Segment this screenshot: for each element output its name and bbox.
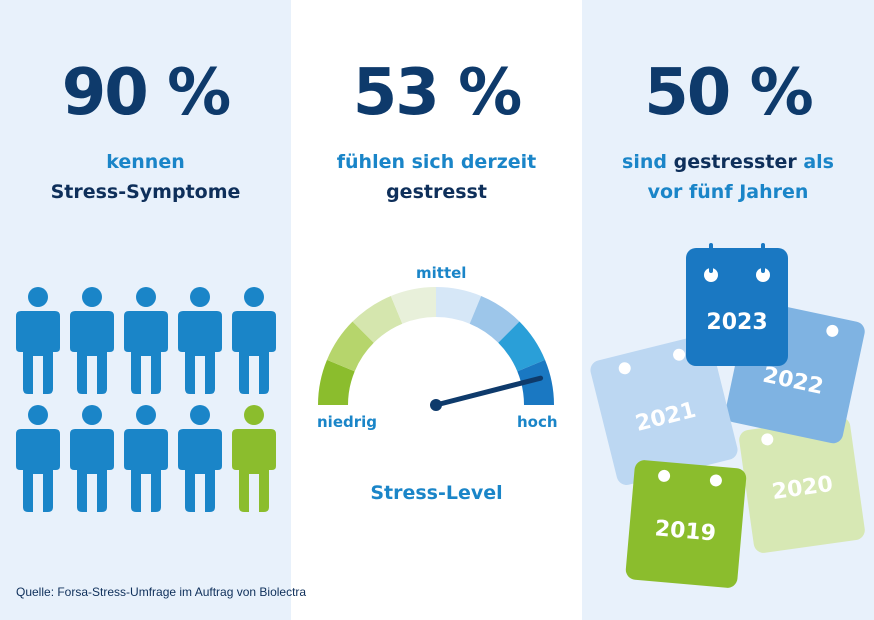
- trend-caption-line2: vor fünf Jahren: [647, 181, 809, 203]
- calendar-2023: 2023: [686, 243, 788, 366]
- current-caption: fühlen sich derzeit gestresst: [291, 147, 582, 207]
- symptoms-caption-line2: Stress-Symptome: [50, 181, 241, 203]
- gauge-segment: [469, 295, 520, 343]
- gauge-label-mid: mittel: [416, 264, 467, 282]
- gauge-label-low: niedrig: [317, 413, 378, 431]
- trend-caption: sind gestresster als vor fünf Jahren: [582, 147, 874, 207]
- gauge-caption: Stress-Level: [370, 482, 503, 504]
- people-pictogram: [16, 287, 276, 512]
- trend-caption-c: als: [796, 151, 834, 173]
- person-icon-highlighted: [232, 405, 276, 512]
- person-icon: [16, 405, 60, 512]
- trend-panel: 50 % sind gestresster als vor fünf Jahre…: [582, 0, 874, 620]
- trend-percent: 50 %: [644, 56, 813, 130]
- person-icon: [70, 405, 114, 512]
- calendar-2019-year: 2019: [654, 516, 717, 546]
- source-note: Quelle: Forsa-Stress-Umfrage im Auftrag …: [16, 585, 307, 599]
- person-icon: [124, 287, 168, 394]
- current-stress-panel: 53 % fühlen sich derzeit gestresst mitte…: [291, 0, 582, 620]
- symptoms-panel: 90 % kennen Stress-Symptome: [0, 0, 291, 620]
- stress-gauge: [318, 287, 554, 411]
- gauge-needle: [433, 375, 544, 408]
- gauge-segment: [390, 287, 436, 324]
- person-icon: [178, 405, 222, 512]
- gauge-segment: [436, 287, 482, 324]
- gauge-segment: [318, 359, 355, 405]
- trend-caption-a: sind: [622, 151, 674, 173]
- gauge-segment: [517, 359, 554, 405]
- person-icon: [178, 287, 222, 394]
- gauge-hub: [430, 399, 442, 411]
- symptoms-percent: 90 %: [61, 56, 231, 130]
- trend-caption-b: gestresster: [673, 151, 797, 173]
- symptoms-caption: kennen Stress-Symptome: [0, 147, 291, 207]
- current-percent: 53 %: [352, 56, 522, 130]
- gauge-segment: [498, 321, 546, 372]
- symptoms-caption-line1: kennen: [106, 151, 185, 173]
- person-icon: [70, 287, 114, 394]
- person-icon: [16, 287, 60, 394]
- calendar-2023-year: 2023: [706, 310, 767, 335]
- gauge-segment: [326, 321, 374, 372]
- trend-caption-line1: sind gestresster als: [582, 147, 874, 177]
- current-caption-line2: gestresst: [386, 181, 487, 203]
- person-icon: [124, 405, 168, 512]
- calendar-2021: 2021: [590, 335, 738, 485]
- current-caption-line1: fühlen sich derzeit: [336, 151, 537, 173]
- gauge-label-high: hoch: [517, 413, 558, 431]
- calendar-2019: 2019: [625, 460, 747, 588]
- calendar-stack: 2020 2022 2021 2019: [590, 243, 865, 588]
- gauge-segment: [352, 295, 403, 343]
- person-icon: [232, 287, 276, 394]
